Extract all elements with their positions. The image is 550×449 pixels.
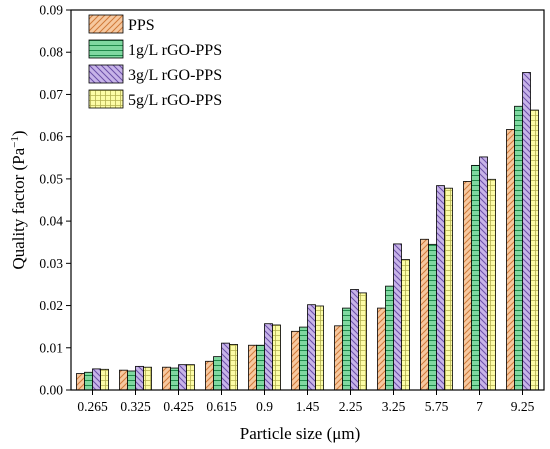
bar-pps-5.75: [420, 238, 429, 391]
legend-swatch: [88, 89, 124, 109]
x-tick-label: 7: [476, 399, 483, 414]
bar-5g-l-rgo-pps-9.25: [530, 109, 539, 391]
bar-3g-l-rgo-pps-5.75: [436, 185, 445, 391]
bar-1g-l-rgo-pps-1.45: [299, 326, 308, 391]
bar-5g-l-rgo-pps-0.325: [143, 366, 152, 391]
bar-3g-l-rgo-pps-0.615: [221, 342, 230, 391]
legend: PPS 1g/L rGO-PPS 3g/L rGO-PPS 5g/L rGO-PPS: [88, 14, 222, 109]
y-axis-title: Quality factor (Pa−1): [9, 130, 28, 269]
bar-pps-0.325: [119, 369, 128, 391]
x-tick-label: 0.325: [120, 399, 151, 414]
bar-1g-l-rgo-pps-0.425: [170, 367, 179, 391]
bar-pps-9.25: [506, 129, 515, 391]
bar-3g-l-rgo-pps-0.425: [178, 364, 187, 391]
x-axis: 0.265 0.325 0.425 0.615 0.9 1.45 2.25 3.25 5.75 7…: [77, 390, 535, 414]
bar-1g-l-rgo-pps-9.25: [514, 105, 523, 391]
y-axis: 0.00 0.01 0.02 0.03 0.04 0.05 0.06 0.07 0.08 0.09: [39, 3, 71, 398]
x-tick-label: 3.25: [382, 399, 406, 414]
bar-3g-l-rgo-pps-3.25: [393, 243, 402, 391]
y-tick-label: 0.08: [39, 45, 63, 60]
bar-pps-0.265: [76, 373, 85, 391]
bar-pps-7: [463, 181, 472, 391]
bar-1g-l-rgo-pps-7: [471, 164, 480, 391]
y-tick-label: 0.09: [39, 3, 63, 18]
bar-3g-l-rgo-pps-2.25: [350, 289, 359, 391]
y-tick-label: 0.00: [39, 383, 63, 398]
x-tick-label: 2.25: [339, 399, 363, 414]
bar-1g-l-rgo-pps-5.75: [428, 243, 437, 391]
legend-label: PPS: [128, 17, 155, 34]
y-tick-label: 0.05: [39, 171, 63, 186]
bar-5g-l-rgo-pps-2.25: [358, 292, 367, 391]
bar-5g-l-rgo-pps-0.9: [272, 324, 281, 391]
bar-pps-0.615: [205, 360, 214, 391]
bar-pps-1.45: [291, 330, 300, 391]
bar-pps-0.425: [162, 366, 171, 391]
bar-pps-2.25: [334, 325, 343, 391]
bar-pps-0.9: [248, 344, 257, 391]
legend-swatch: [88, 64, 124, 84]
y-tick-label: 0.04: [39, 214, 63, 229]
bar-5g-l-rgo-pps-1.45: [315, 305, 324, 391]
x-tick-label: 9.25: [511, 399, 535, 414]
bar-pps-3.25: [377, 307, 386, 391]
x-tick-label: 1.45: [296, 399, 320, 414]
bar-1g-l-rgo-pps-3.25: [385, 285, 394, 391]
bar-5g-l-rgo-pps-7: [487, 178, 496, 391]
y-tick-label: 0.01: [39, 340, 63, 355]
y-tick-label: 0.03: [39, 256, 63, 271]
bar-3g-l-rgo-pps-0.265: [92, 368, 101, 391]
bar-1g-l-rgo-pps-0.265: [84, 371, 93, 391]
x-tick-label: 0.9: [256, 399, 273, 414]
y-tick-label: 0.06: [39, 129, 63, 144]
bar-3g-l-rgo-pps-9.25: [522, 72, 531, 391]
bar-3g-l-rgo-pps-1.45: [307, 304, 316, 391]
bar-3g-l-rgo-pps-0.9: [264, 323, 273, 391]
x-axis-title: Particle size (μm): [240, 424, 361, 443]
bars-layer: [76, 72, 539, 391]
y-tick-label: 0.07: [39, 87, 63, 102]
bar-1g-l-rgo-pps-0.615: [213, 356, 222, 391]
legend-label: 5g/L rGO-PPS: [128, 92, 222, 109]
bar-3g-l-rgo-pps-0.325: [135, 365, 144, 391]
x-tick-label: 5.75: [425, 399, 449, 414]
legend-swatch: [88, 14, 124, 34]
x-tick-label: 0.265: [77, 399, 108, 414]
legend-label: 1g/L rGO-PPS: [128, 42, 222, 59]
bar-5g-l-rgo-pps-5.75: [444, 187, 453, 391]
bar-1g-l-rgo-pps-2.25: [342, 307, 351, 391]
legend-swatch: [88, 39, 124, 59]
y-tick-label: 0.02: [39, 298, 63, 313]
x-tick-label: 0.425: [163, 399, 194, 414]
bar-5g-l-rgo-pps-3.25: [401, 259, 410, 391]
bar-1g-l-rgo-pps-0.9: [256, 344, 265, 391]
bar-5g-l-rgo-pps-0.615: [229, 343, 238, 391]
legend-label: 3g/L rGO-PPS: [128, 67, 222, 84]
bar-5g-l-rgo-pps-0.265: [100, 368, 109, 391]
x-tick-label: 0.615: [206, 399, 237, 414]
bar-3g-l-rgo-pps-7: [479, 156, 488, 391]
bar-1g-l-rgo-pps-0.325: [127, 370, 136, 391]
bar-5g-l-rgo-pps-0.425: [186, 364, 195, 391]
